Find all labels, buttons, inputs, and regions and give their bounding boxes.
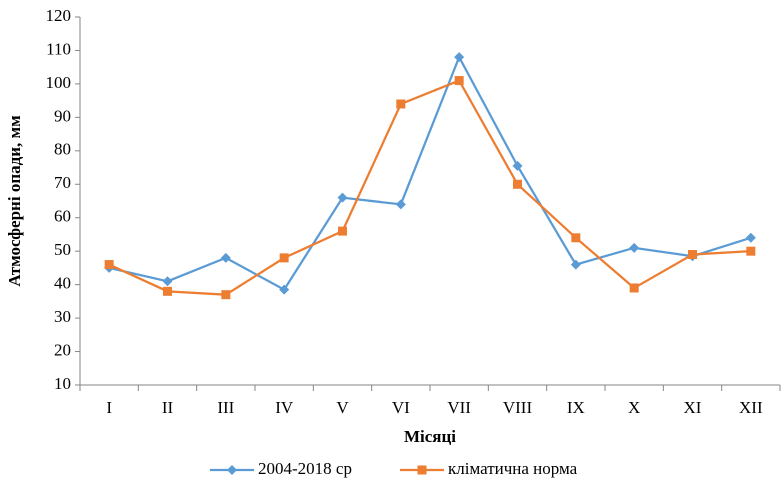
y-tick-label: 70 [54, 173, 71, 192]
marker [279, 284, 290, 295]
marker [629, 283, 639, 293]
marker [104, 260, 114, 270]
x-tick-label: IX [567, 398, 585, 417]
y-axis-label: Атмосферні опади, мм [5, 115, 24, 287]
y-tick-label: 80 [54, 140, 71, 159]
marker [629, 242, 640, 253]
y-tick-label: 30 [54, 307, 71, 326]
y-tick-label: 40 [54, 274, 71, 293]
marker [745, 232, 756, 243]
y-tick-label: 10 [54, 374, 71, 393]
x-tick-label: II [162, 398, 174, 417]
marker [454, 52, 465, 63]
y-tick-label: 50 [54, 240, 71, 259]
x-tick-label: III [217, 398, 234, 417]
x-tick-label: XII [739, 398, 763, 417]
marker [512, 160, 523, 171]
marker [337, 192, 348, 203]
legend-label: 2004-2018 ср [258, 459, 352, 478]
y-tick-label: 100 [46, 73, 72, 92]
legend-label: кліматична норма [448, 459, 578, 478]
marker [220, 252, 231, 263]
y-tick-label: 120 [46, 6, 72, 25]
y-tick-label: 60 [54, 207, 71, 226]
x-tick-label: VII [447, 398, 471, 417]
marker [746, 246, 756, 256]
marker [570, 259, 581, 270]
x-tick-label: X [628, 398, 640, 417]
marker [338, 226, 347, 236]
series-line [108, 79, 751, 296]
y-tick-label: 20 [54, 340, 71, 359]
marker [221, 290, 231, 300]
marker [688, 250, 697, 260]
x-tick-label: VI [392, 398, 410, 417]
y-tick-label: 90 [54, 106, 71, 125]
x-tick-label: IV [275, 398, 294, 417]
x-axis-label: Місяці [404, 427, 456, 446]
marker [163, 286, 172, 296]
marker [227, 465, 237, 475]
marker [417, 465, 427, 475]
y-tick-label: 110 [46, 39, 71, 58]
series-line [108, 54, 752, 292]
marker [396, 99, 406, 109]
marker [513, 179, 522, 189]
x-tick-label: I [106, 398, 112, 417]
marker [571, 233, 581, 243]
x-tick-label: VIII [503, 398, 533, 417]
x-tick-label: XI [684, 398, 702, 417]
marker [454, 76, 464, 86]
x-tick-label: V [336, 398, 349, 417]
marker [395, 199, 406, 210]
marker [279, 253, 289, 263]
marker [162, 276, 173, 287]
